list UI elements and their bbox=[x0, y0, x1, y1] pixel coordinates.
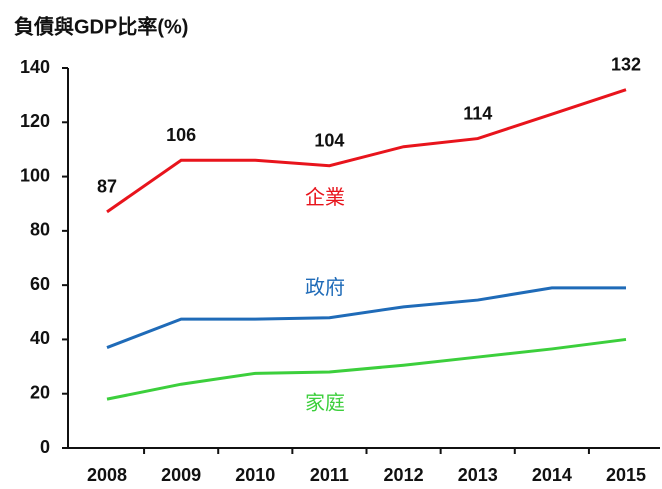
series-label: 家庭 bbox=[305, 391, 345, 414]
y-tick-label: 100 bbox=[20, 165, 50, 185]
x-tick-label: 2008 bbox=[87, 465, 127, 485]
x-tick-label: 2009 bbox=[161, 465, 201, 485]
y-tick-label: 60 bbox=[30, 274, 50, 294]
x-tick-label: 2015 bbox=[606, 465, 646, 485]
data-label: 132 bbox=[611, 54, 641, 74]
x-tick-label: 2011 bbox=[310, 465, 349, 485]
x-tick-label: 2010 bbox=[235, 465, 275, 485]
line bbox=[106, 286, 626, 349]
data-label: 106 bbox=[166, 125, 196, 145]
y-tick-label: 0 bbox=[40, 437, 50, 457]
series-label: 企業 bbox=[305, 186, 345, 209]
chart-title: 負債與GDP比率(%) bbox=[14, 14, 188, 38]
series-label: 政府 bbox=[305, 276, 345, 299]
line bbox=[106, 88, 627, 214]
x-tick-label: 2013 bbox=[458, 465, 498, 485]
x-tick-label: 2014 bbox=[532, 465, 572, 485]
y-tick-label: 20 bbox=[30, 382, 50, 402]
x-tick-label: 2012 bbox=[384, 465, 424, 485]
data-label: 87 bbox=[97, 177, 117, 197]
y-tick-label: 80 bbox=[30, 220, 50, 240]
y-tick-label: 140 bbox=[20, 57, 50, 77]
line bbox=[106, 337, 627, 401]
y-tick-label: 120 bbox=[20, 111, 50, 131]
data-label: 114 bbox=[463, 103, 492, 123]
data-label: 104 bbox=[314, 130, 344, 150]
y-tick-label: 40 bbox=[30, 328, 50, 348]
